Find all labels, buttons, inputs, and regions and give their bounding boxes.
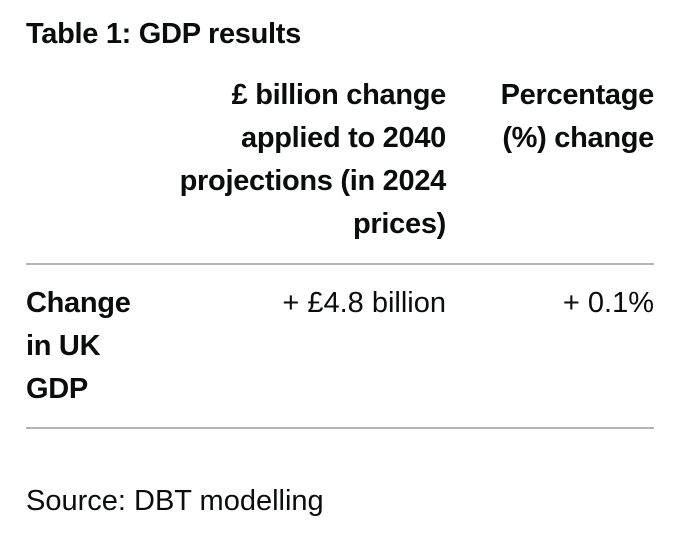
- header-divider: [26, 263, 654, 265]
- source-note: Source: DBT modelling: [26, 485, 324, 517]
- column-header-percentage-change: Percentage (%) change: [500, 79, 655, 154]
- table-caption: Table 1: GDP results: [26, 18, 301, 50]
- cell-billion-change: + £4.8 billion: [282, 287, 446, 319]
- row-header-change-in-uk-gdp: Change in UK GDP: [26, 287, 131, 405]
- cell-percentage-change: + 0.1%: [562, 287, 654, 319]
- column-header-billion-change: £ billion change applied to 2040 project…: [179, 79, 447, 240]
- row-divider: [26, 427, 654, 429]
